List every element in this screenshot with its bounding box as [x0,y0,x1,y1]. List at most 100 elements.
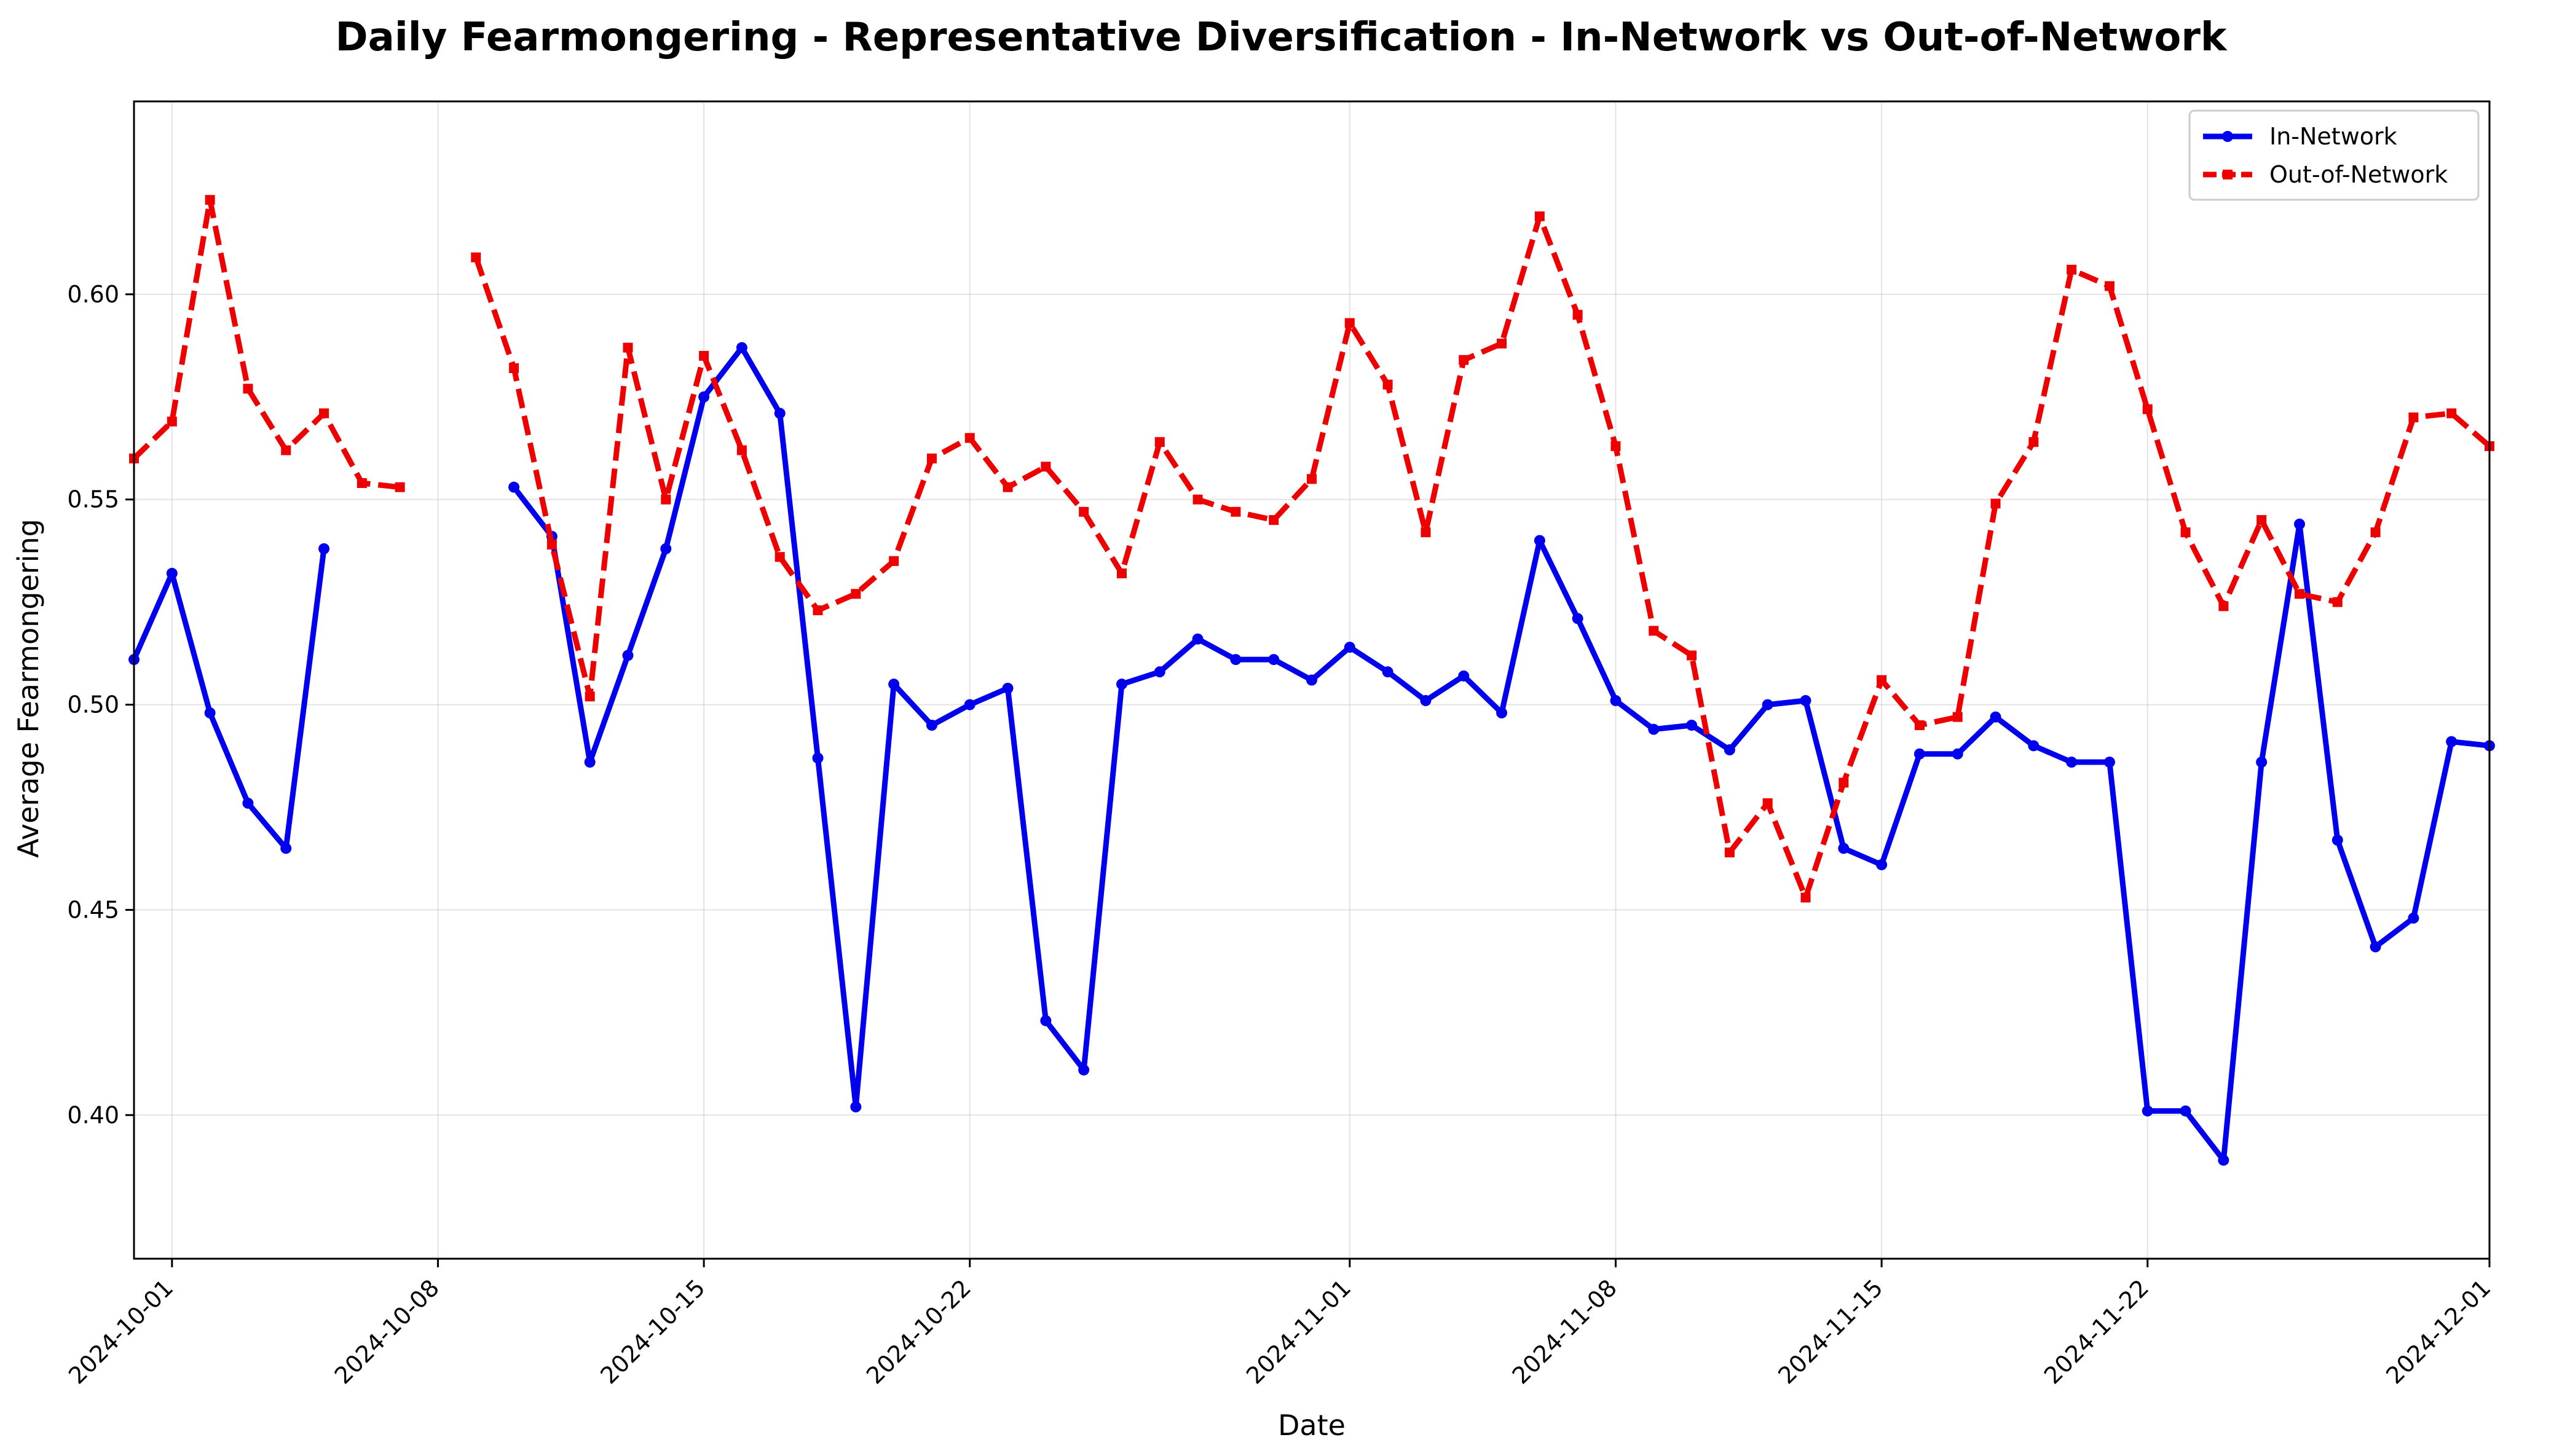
data-point [508,481,520,493]
data-point [2446,736,2458,747]
data-point [1572,613,1583,624]
data-point [774,407,786,419]
data-point [623,342,633,353]
data-point [1192,633,1204,645]
data-point [2180,527,2191,538]
data-point [318,543,330,554]
legend-box [2188,109,2480,201]
data-point [1192,494,1203,505]
data-point [2408,912,2419,924]
x-tick-label: 2024-11-15 [1773,1274,1888,1389]
data-point [2256,757,2268,768]
data-point [1041,462,1051,472]
data-point [2028,437,2039,447]
data-point [812,752,824,764]
data-point [1382,666,1393,678]
data-point [1534,535,1545,546]
y-tick-label: 0.45 [67,896,119,923]
data-point [1079,506,1089,517]
data-point [1648,723,1660,735]
data-point [2142,404,2153,414]
x-tick-label: 2024-11-01 [1241,1274,1356,1389]
data-point [1459,355,1469,365]
data-point [1496,707,1508,718]
data-point [166,567,178,579]
data-point [1839,777,1849,788]
data-point [167,416,177,427]
data-point [1838,843,1850,854]
data-point [585,691,595,702]
legend-label: In-Network [2269,123,2397,150]
x-tick-label: 2024-10-01 [63,1274,178,1389]
data-point [698,391,710,403]
data-point [1800,892,1811,903]
y-tick-label: 0.60 [67,281,119,308]
data-point [509,363,519,374]
x-tick-label: 2024-11-08 [1507,1274,1622,1389]
data-point [2332,597,2343,607]
data-point [584,757,596,768]
data-point [926,453,937,463]
chart-title: Daily Fearmongering - Representative Div… [336,15,2228,60]
data-point [2218,601,2229,612]
y-axis-ticks: 0.40 0.45 0.50 0.55 0.60 [67,281,134,1128]
data-point [2103,757,2115,768]
data-point [736,445,747,455]
data-point [1268,654,1280,666]
data-point [2370,527,2381,538]
y-tick-label: 0.55 [67,486,119,513]
data-point [1497,338,1507,348]
data-point [2370,941,2381,953]
data-point [926,719,937,731]
data-point [242,797,254,809]
data-point [2028,740,2040,752]
series-line [131,548,327,851]
data-point [1382,379,1393,390]
data-point [1952,748,1963,760]
data-point [1724,847,1735,857]
legend-label: Out-of-Network [2269,161,2448,188]
data-point [1686,719,1698,731]
data-point [964,699,976,710]
y-tick-label: 0.40 [67,1101,119,1128]
data-point [357,478,367,488]
data-point [2142,1105,2153,1117]
data-point [2104,281,2115,291]
data-point [2180,1105,2191,1117]
data-point [2408,412,2419,423]
x-axis-label: Date [1278,1409,1346,1442]
data-point [1078,1064,1090,1076]
data-point [1116,568,1127,578]
data-point [2066,757,2078,768]
data-point [1876,859,1888,870]
data-point [2331,834,2343,846]
x-tick-label: 2024-10-15 [595,1274,710,1389]
data-point [660,543,672,554]
series-line [511,345,2490,1163]
data-point [1040,1015,1052,1026]
data-point [205,195,215,205]
data-point [243,384,253,394]
data-point [1002,682,1014,694]
plot-frame [133,100,2491,1260]
data-point [1914,748,1925,760]
data-point [2067,264,2077,275]
data-point [1649,626,1659,636]
data-point [964,433,975,443]
data-point [1990,498,2001,509]
data-point [471,252,481,262]
x-tick-label: 2024-12-01 [2381,1274,2496,1389]
x-tick-label: 2024-10-22 [861,1274,976,1389]
x-tick-label: 2024-10-08 [329,1274,444,1389]
data-point [1307,474,1317,484]
data-point [1116,679,1127,690]
data-point [1914,720,1925,730]
data-point [1990,711,2001,723]
data-point [1344,642,1355,653]
data-point [1610,695,1622,706]
data-point [2218,1154,2229,1166]
series-line [132,197,401,490]
data-point [1420,695,1432,706]
data-point [661,494,671,505]
